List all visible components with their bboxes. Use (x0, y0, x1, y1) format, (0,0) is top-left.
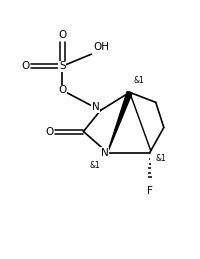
Text: OH: OH (93, 42, 109, 52)
Text: N: N (100, 148, 108, 158)
Text: N: N (91, 102, 99, 112)
Text: &1: &1 (133, 76, 144, 85)
Text: &1: &1 (155, 154, 166, 163)
Text: &1: &1 (89, 161, 99, 170)
Text: O: O (58, 85, 66, 95)
Text: O: O (45, 126, 53, 136)
Text: S: S (59, 61, 65, 71)
Text: O: O (21, 61, 29, 71)
Polygon shape (107, 91, 131, 153)
Text: F: F (146, 186, 152, 196)
Text: O: O (58, 30, 66, 40)
